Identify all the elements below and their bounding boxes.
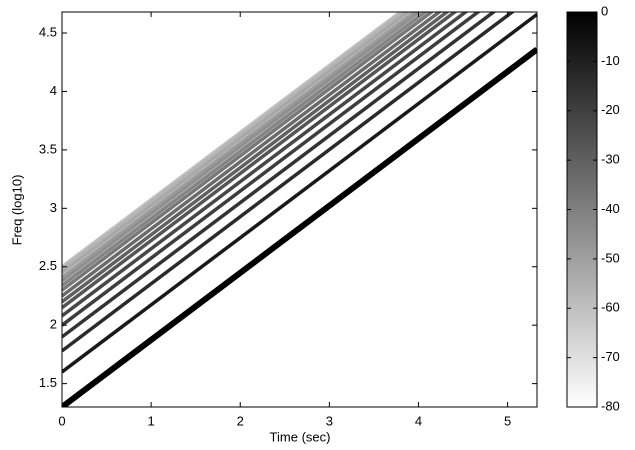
y-axis-label: Freq (log10): [9, 175, 24, 246]
harmonic-line: [62, 12, 481, 327]
harmonic-line: [62, 12, 435, 292]
harmonic-line: [62, 46, 537, 407]
colorbar-tick-label: -80: [601, 398, 620, 413]
plot-area: [62, 12, 537, 407]
y-tick-label: 2.5: [39, 258, 57, 273]
colorbar-tick-label: -20: [601, 102, 620, 117]
colorbar-tick-label: 0: [601, 3, 608, 18]
x-tick-label: 3: [326, 413, 333, 428]
harmonic-line: [62, 12, 458, 310]
harmonic-line: [62, 12, 450, 304]
harmonic-line: [62, 12, 516, 353]
harmonic-line: [62, 12, 443, 298]
harmonic-line: [62, 12, 497, 339]
y-tick-label: 4: [50, 83, 57, 98]
harmonic-line: [62, 12, 412, 275]
harmonic-line: [62, 12, 404, 269]
harmonic-line: [62, 12, 537, 374]
x-tick-label: 1: [148, 413, 155, 428]
x-tick-label: 2: [237, 413, 244, 428]
harmonic-line: [62, 12, 407, 271]
colorbar-tick-label: -10: [601, 53, 620, 68]
harmonics: [62, 12, 537, 407]
x-tick-label: 0: [58, 413, 65, 428]
y-tick-label: 2: [50, 317, 57, 332]
y-tick-label: 3: [50, 200, 57, 215]
colorbar-tick-label: -60: [601, 300, 620, 315]
harmonic-line: [62, 12, 469, 318]
y-tick-label: 1.5: [39, 375, 57, 390]
colorbar: [567, 12, 597, 407]
harmonic-line: [62, 12, 429, 287]
y-tick-label: 3.5: [39, 141, 57, 156]
y-tick-label: 4.5: [39, 24, 57, 39]
colorbar-tick-label: -50: [601, 250, 620, 265]
colorbar-tick-label: -70: [601, 349, 620, 364]
x-tick-label: 4: [415, 413, 422, 428]
harmonic-line: [62, 12, 418, 279]
x-tick-label: 5: [504, 413, 511, 428]
colorbar-tick-label: -40: [601, 201, 620, 216]
harmonic-line: [62, 12, 422, 283]
x-axis-label: Time (sec): [270, 429, 331, 444]
colorbar-tick-label: -30: [601, 152, 620, 167]
plot-frame: [61, 11, 538, 408]
